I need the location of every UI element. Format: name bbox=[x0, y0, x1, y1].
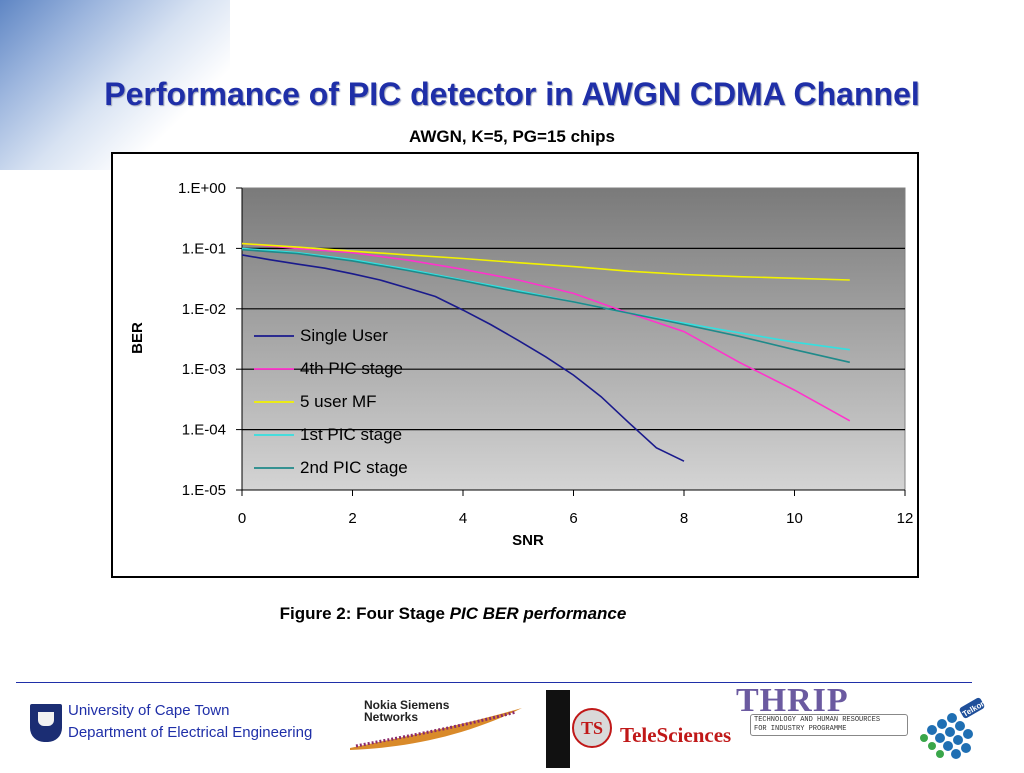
y-tick-label: 1.E-03 bbox=[182, 361, 226, 378]
corner-decoration bbox=[0, 0, 230, 170]
plot-area bbox=[241, 187, 906, 491]
x-tick-label: 12 bbox=[897, 510, 914, 527]
telesciences-logo: TS TeleSciences bbox=[546, 690, 732, 768]
y-tick-label: 1.E-02 bbox=[182, 301, 226, 318]
x-tick-label: 10 bbox=[786, 510, 803, 527]
uct-department: Department of Electrical Engineering bbox=[68, 724, 313, 741]
legend-label-5-user-mf: 5 user MF bbox=[300, 392, 377, 411]
ts-mark-icon: TS bbox=[572, 708, 612, 748]
chart-title: AWGN, K=5, PG=15 chips bbox=[409, 127, 615, 146]
thrip-subtitle: TECHNOLOGY AND HUMAN RESOURCES FOR INDUS… bbox=[750, 714, 908, 736]
series-line-5-user-mf bbox=[241, 242, 850, 281]
x-tick-label: 6 bbox=[569, 510, 577, 527]
x-axis-label: SNR bbox=[512, 532, 544, 549]
legend-label-2nd-pic-stage: 2nd PIC stage bbox=[300, 458, 408, 477]
x-tick-label: 2 bbox=[348, 510, 356, 527]
legend-label-1st-pic-stage: 1st PIC stage bbox=[300, 425, 402, 444]
nsn-swoosh-icon bbox=[350, 708, 522, 750]
thrip-logo: THRIP TECHNOLOGY AND HUMAN RESOURCES FOR… bbox=[736, 682, 908, 738]
footer-divider bbox=[16, 682, 972, 683]
series-line-2nd-pic-stage bbox=[241, 248, 850, 364]
y-tick-label: 1.E+00 bbox=[178, 180, 226, 197]
nsn-line2: Networks bbox=[364, 710, 419, 724]
telkom-dots-icon: Telkom bbox=[920, 697, 989, 759]
legend-label-single-user: Single User bbox=[300, 326, 388, 345]
x-tick-label: 0 bbox=[238, 510, 246, 527]
chart-frame: 1.E+00 1.E-01 1.E-02 1.E-03 1.E-04 1.E-05 0 2 4 6… bbox=[111, 152, 919, 578]
uct-name: University of Cape Town bbox=[68, 702, 230, 719]
telkom-logo: Telkom bbox=[912, 690, 989, 768]
thrip-subtitle-line1: TECHNOLOGY AND HUMAN RESOURCES bbox=[754, 716, 881, 724]
x-tick-label: 8 bbox=[680, 510, 688, 527]
y-axis-label: BER bbox=[129, 322, 146, 354]
uct-logo-text: University of Cape Town Department of El… bbox=[68, 700, 312, 744]
legend-label-4th-pic-stage: 4th PIC stage bbox=[300, 359, 403, 378]
ber-chart: 1.E+00 1.E-01 1.E-02 1.E-03 1.E-04 1.E-05 0 2 4 6… bbox=[129, 180, 914, 549]
caption-italic-text: PIC BER performance bbox=[449, 604, 627, 623]
figure-caption: Figure 2: Four Stage PIC BER performance bbox=[0, 604, 906, 624]
x-tick-label: 4 bbox=[459, 510, 467, 527]
series-line-single-user bbox=[241, 254, 685, 462]
thrip-subtitle-line2: FOR INDUSTRY PROGRAMME bbox=[754, 725, 847, 733]
thrip-word: THRIP bbox=[736, 682, 849, 719]
slide-title: Performance of PIC detector in AWGN CDMA… bbox=[104, 76, 920, 112]
y-tick-label: 1.E-01 bbox=[182, 240, 226, 257]
nsn-line1: Nokia Siemens bbox=[364, 698, 450, 712]
caption-text: Figure 2: Four Stage bbox=[279, 604, 450, 623]
nokia-siemens-logo: Nokia Siemens Networks bbox=[346, 696, 524, 752]
telesciences-name: TeleSciences bbox=[620, 723, 732, 747]
uct-crest-icon bbox=[30, 704, 62, 742]
series-line-4th-pic-stage bbox=[241, 242, 851, 422]
y-tick-label: 1.E-05 bbox=[182, 482, 226, 499]
y-tick-label: 1.E-04 bbox=[182, 422, 226, 439]
